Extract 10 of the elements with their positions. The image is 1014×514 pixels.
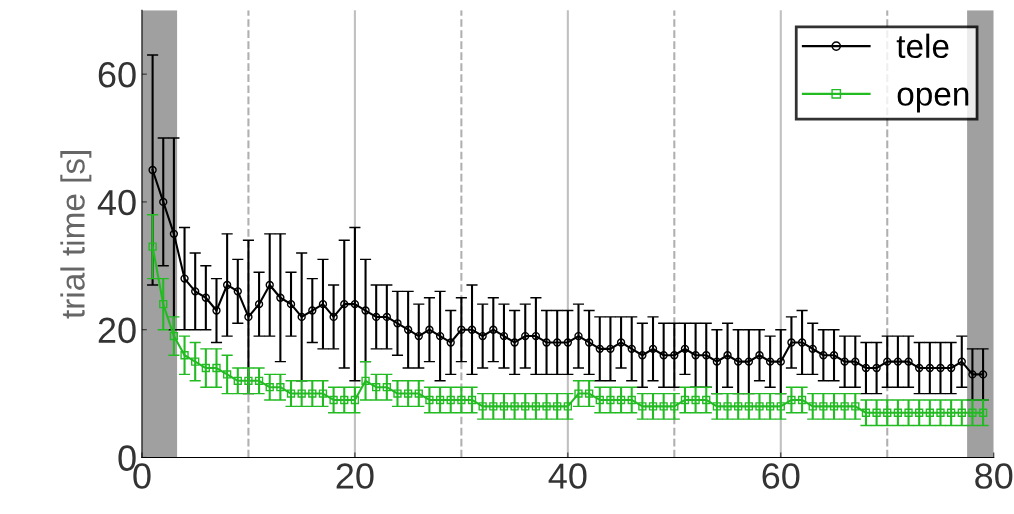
y-tick-label: 60: [98, 62, 136, 88]
y-axis-title: trial time [s]: [60, 151, 92, 319]
x-tick-label: 40: [548, 463, 587, 489]
legend-label: tele: [896, 33, 949, 59]
x-tick-label: 80: [975, 463, 1013, 489]
y-tick-label: 20: [98, 317, 136, 344]
legend-label: open: [897, 87, 969, 113]
y-tick-label: 40: [97, 189, 136, 216]
x-tick-label: 20: [336, 463, 374, 489]
x-tick-label: 60: [762, 463, 800, 489]
